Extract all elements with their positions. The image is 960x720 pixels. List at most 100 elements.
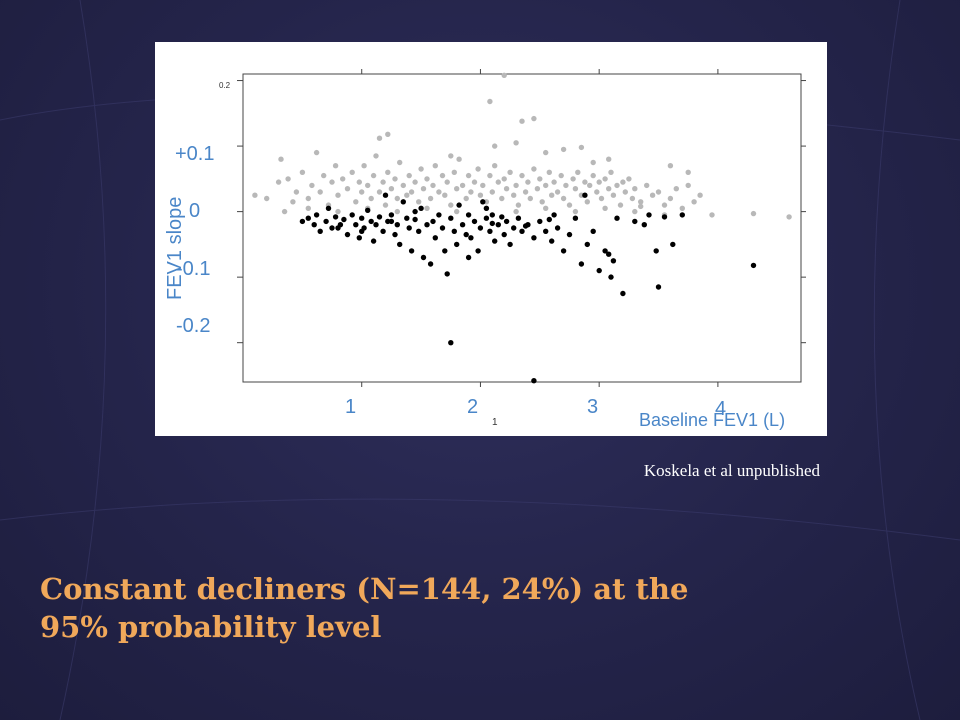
data-point (543, 182, 549, 189)
data-point (626, 176, 632, 182)
data-point (596, 179, 602, 185)
data-point (264, 195, 270, 202)
data-point (537, 176, 543, 182)
data-point (392, 231, 398, 238)
y-tick-label-minus-0-1: -0.1 (176, 258, 210, 280)
x-tick-label-1: 1 (345, 396, 356, 418)
data-point (646, 212, 652, 218)
data-point (608, 274, 614, 280)
data-point (614, 182, 620, 189)
data-point (750, 210, 757, 217)
data-point (325, 205, 332, 211)
data-point (454, 186, 460, 192)
x-tick-label-4: 4 (715, 398, 726, 420)
data-point (361, 163, 367, 169)
data-point (606, 251, 612, 257)
data-point (313, 149, 320, 156)
data-point (471, 179, 478, 185)
data-point (590, 172, 596, 179)
data-point (620, 290, 626, 297)
data-point (638, 199, 644, 205)
data-point (394, 208, 400, 215)
data-point (539, 199, 545, 205)
data-point (522, 223, 529, 229)
data-point (503, 218, 510, 225)
data-point (427, 195, 434, 202)
data-point (456, 202, 462, 208)
data-point (610, 192, 617, 198)
data-point (404, 192, 410, 198)
data-point (335, 208, 341, 215)
data-point (578, 261, 585, 267)
data-point (370, 172, 377, 179)
data-point (513, 182, 519, 189)
data-point (465, 172, 472, 179)
data-point (420, 254, 427, 261)
data-point (617, 202, 624, 208)
slide-title: Constant decliners (N=144, 24%) at the 9… (40, 572, 689, 644)
data-point (590, 228, 596, 234)
data-point (392, 176, 398, 182)
data-point (356, 179, 362, 185)
data-point (349, 169, 355, 175)
data-point (412, 179, 418, 185)
data-point (412, 208, 418, 215)
data-point (404, 215, 410, 221)
data-point (365, 182, 371, 189)
y-tick-label-0: 0 (189, 200, 200, 222)
data-point (566, 202, 573, 208)
data-point (549, 238, 555, 244)
data-point (489, 212, 495, 218)
data-point (620, 179, 626, 185)
data-point (335, 192, 341, 198)
data-point (380, 228, 386, 234)
data-point (400, 199, 406, 205)
data-point (495, 222, 501, 228)
data-point (483, 215, 490, 221)
series-constant_decliners (299, 192, 757, 384)
data-point (511, 192, 517, 198)
data-point (299, 169, 306, 175)
data-point (373, 222, 379, 228)
data-point (667, 195, 674, 202)
data-point (507, 241, 513, 248)
data-point (661, 214, 668, 220)
data-point (340, 176, 346, 182)
data-point (344, 231, 351, 238)
data-point (670, 241, 676, 248)
data-point (388, 218, 395, 225)
y-top-tick-label: 0.2 (219, 81, 231, 90)
data-point (594, 189, 600, 195)
data-point (584, 241, 590, 248)
data-point (489, 220, 495, 227)
data-point (560, 195, 567, 202)
data-point (436, 212, 442, 218)
data-point (543, 149, 549, 156)
data-point (373, 153, 379, 159)
x-axis-label: Baseline FEV1 (L) (639, 410, 785, 430)
data-point (281, 208, 288, 215)
data-point (344, 186, 351, 192)
data-point (341, 216, 347, 223)
data-point (332, 214, 339, 220)
data-point (385, 131, 391, 137)
y-tick-label-minus-0-2: -0.2 (176, 315, 210, 337)
data-point (531, 378, 537, 384)
data-point (448, 202, 454, 208)
data-point (439, 172, 446, 179)
data-point (661, 202, 668, 208)
data-point (750, 262, 757, 269)
data-point (551, 212, 557, 218)
data-point (424, 205, 430, 211)
data-point (596, 267, 602, 274)
data-point (370, 238, 377, 244)
data-point (543, 228, 549, 234)
data-point (655, 189, 662, 195)
data-point (468, 235, 474, 241)
data-point (614, 215, 620, 221)
data-point (317, 228, 323, 234)
data-point (432, 235, 438, 241)
data-point (606, 156, 612, 162)
data-point (572, 208, 579, 215)
data-point (492, 143, 498, 149)
